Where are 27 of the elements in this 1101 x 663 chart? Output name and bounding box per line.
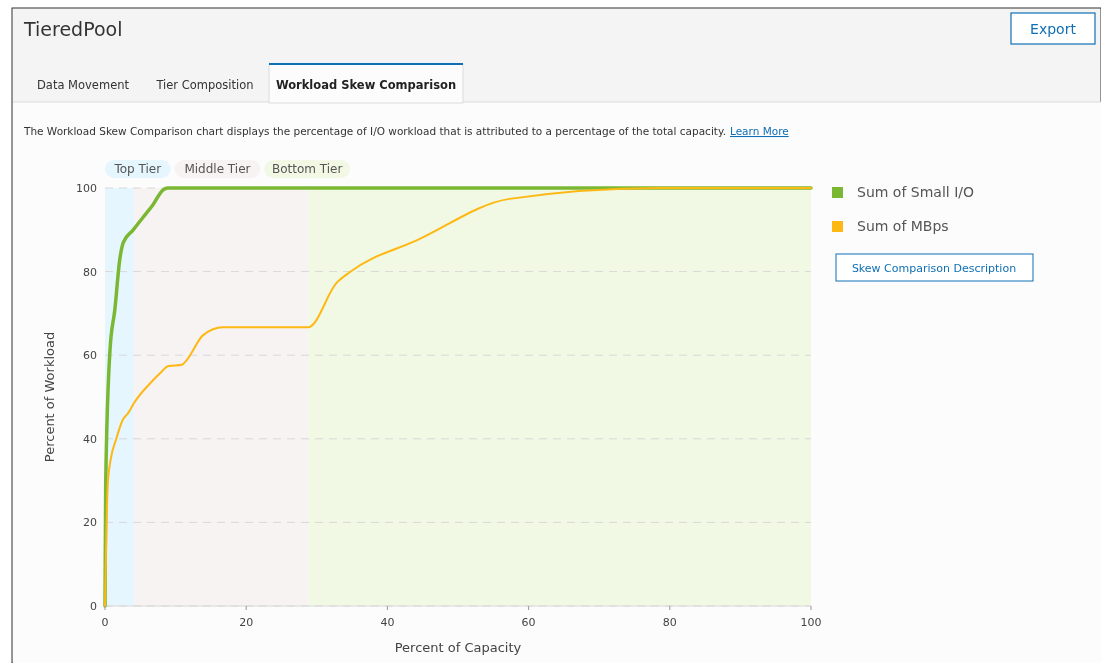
- x-tick-label: 100: [800, 616, 822, 629]
- x-tick-label: 40: [380, 616, 395, 629]
- legend-label: Sum of Small I/O: [857, 184, 974, 200]
- text: Data Movement: [36, 78, 130, 92]
- y-tick-label: 40: [83, 432, 97, 446]
- text: Tier Composition: [155, 78, 254, 92]
- legend-label: Sum of MBps: [857, 218, 949, 234]
- y-tick-label: 100: [76, 182, 97, 195]
- y-tick-label: 60: [83, 349, 97, 363]
- text: TieredPool: [23, 18, 123, 40]
- text: Skew Comparison Description: [851, 262, 1017, 275]
- x-tick-label: 20: [239, 616, 254, 629]
- y-tick-label: 80: [83, 265, 97, 279]
- x-tick-label: 80: [662, 616, 677, 629]
- y-axis-title: Percent of Workload: [42, 331, 57, 463]
- x-tick-label: 0: [101, 616, 109, 629]
- x-tick-label: 60: [521, 616, 536, 629]
- text: The Workload Skew Comparison chart displays the percentage of I/O workload that is attributed to a percentage of the total capacity.: [24, 125, 726, 137]
- text: Learn More: [729, 125, 789, 137]
- band-label: Bottom Tier: [271, 162, 343, 176]
- y-tick-label: 20: [83, 516, 97, 530]
- text: Workload Skew Comparison: [275, 78, 457, 92]
- band-label: Top Tier: [113, 162, 162, 176]
- x-axis-title: Percent of Capacity: [394, 640, 522, 655]
- band-label: Middle Tier: [184, 162, 251, 176]
- y-tick-label: 0: [90, 600, 97, 613]
- text: Export: [1030, 21, 1077, 37]
